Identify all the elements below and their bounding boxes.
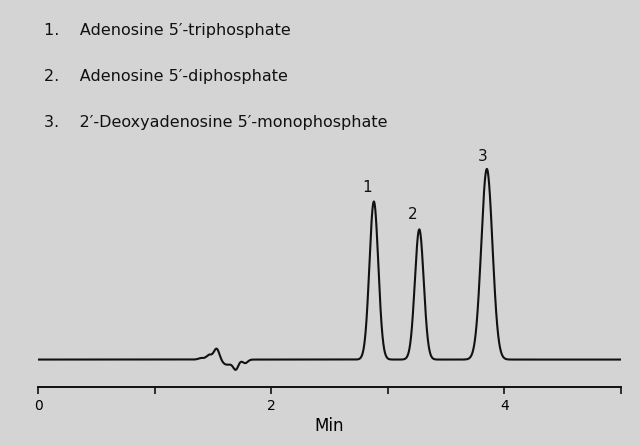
- Text: 1.    Adenosine 5′-triphosphate: 1. Adenosine 5′-triphosphate: [44, 23, 291, 38]
- Text: 3.    2′-Deoxyadenosine 5′-monophosphate: 3. 2′-Deoxyadenosine 5′-monophosphate: [44, 115, 388, 130]
- Text: 2.    Adenosine 5′-diphosphate: 2. Adenosine 5′-diphosphate: [44, 69, 288, 84]
- X-axis label: Min: Min: [315, 417, 344, 435]
- Text: 2: 2: [408, 207, 417, 223]
- Text: 3: 3: [477, 149, 487, 164]
- Text: 1: 1: [362, 180, 372, 194]
